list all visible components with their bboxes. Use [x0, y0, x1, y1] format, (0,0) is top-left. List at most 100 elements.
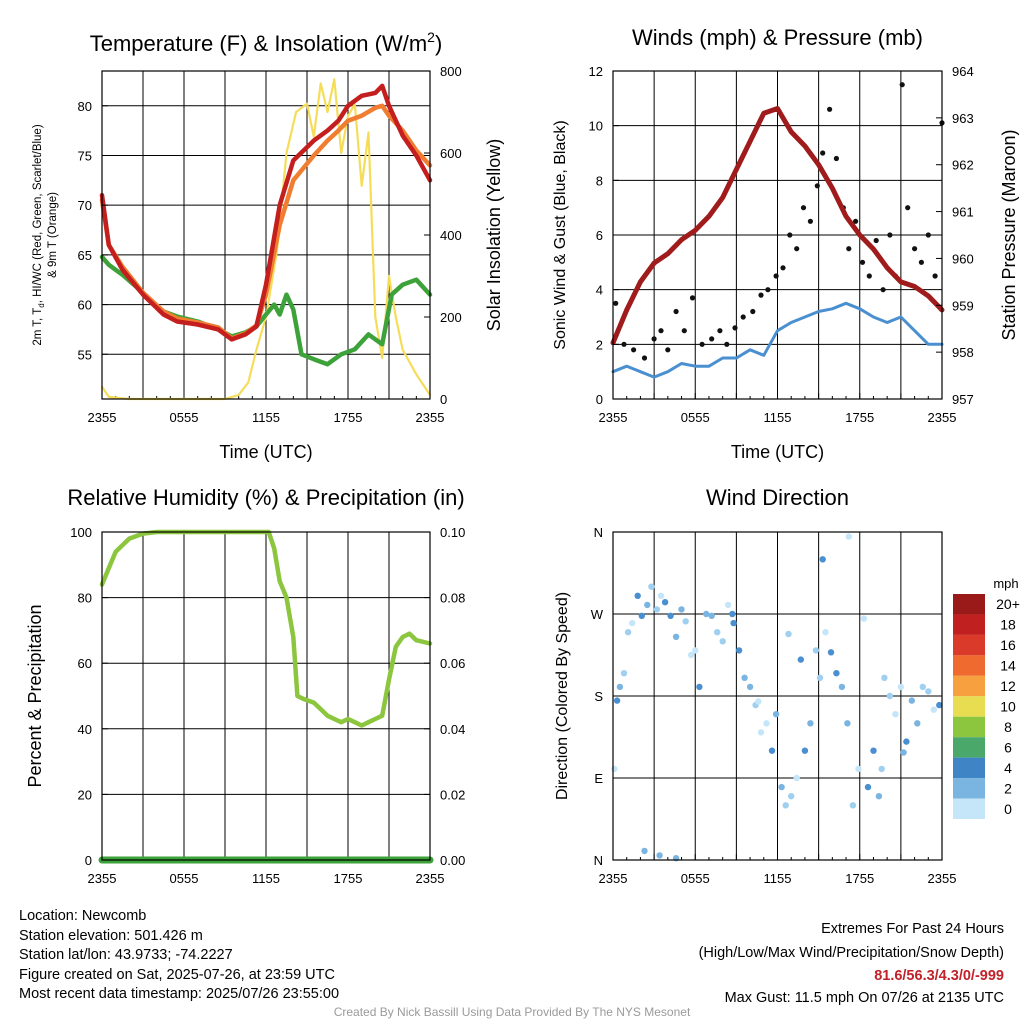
gust-dot — [740, 314, 746, 320]
y-tick-label: 6 — [596, 228, 603, 243]
y-tick-label: 4 — [596, 283, 603, 298]
sonic-wind-line — [611, 301, 944, 379]
direction-dot — [864, 783, 872, 791]
gust-dot — [681, 328, 687, 334]
direction-dot — [782, 802, 789, 809]
x-tick-label: 2355 — [88, 410, 117, 425]
y2-tick-label: 0.00 — [440, 853, 465, 868]
credit-footer: Created By Nick Bassill Using Data Provi… — [333, 1005, 691, 1019]
y-tick-label: 80 — [78, 99, 92, 114]
direction-dot — [886, 692, 894, 700]
gust-dot — [800, 205, 807, 211]
direction-dot — [785, 630, 792, 638]
x-tick-label: 1755 — [845, 871, 874, 886]
gust-dot — [918, 259, 925, 265]
gust-dot — [750, 308, 756, 315]
y-tick-label: 8 — [596, 173, 603, 188]
y2-tick-label: 800 — [440, 64, 462, 79]
extremes-title: Extremes For Past 24 Hours — [821, 921, 1004, 937]
direction-dot — [822, 629, 829, 636]
location-text: Location: Newcomb — [19, 908, 147, 924]
panel-2: 2355 0555 1155 1755 2355 — [599, 71, 957, 425]
direction-dot — [638, 612, 645, 619]
direction-dot — [672, 633, 680, 640]
direction-dot — [772, 711, 780, 718]
y-axis-label: Percent & Precipitation — [25, 604, 45, 787]
pressure-line — [610, 106, 945, 346]
colorbar-swatch — [953, 634, 985, 656]
direction-dot — [714, 629, 721, 636]
colorbar-label: 0 — [1004, 801, 1012, 817]
extremes-values: 81.6/56.3/4.3/0/-999 — [874, 968, 1004, 984]
colorbar-label: 18 — [1000, 617, 1016, 633]
direction-dot — [903, 738, 910, 745]
direction-dot — [696, 683, 703, 691]
y-axis-label: 2m T, Td, HI/WC (Red, Green, Scarlet/Blu… — [32, 124, 46, 345]
y2-tick-label: 963 — [952, 111, 974, 126]
x-tick-label: 2355 — [416, 871, 445, 886]
colorbar-swatch — [953, 757, 985, 779]
gust-dot — [932, 273, 938, 279]
direction-dot — [656, 852, 663, 859]
y2-axis-label: Solar Insolation (Yellow) — [484, 139, 504, 331]
direction-dot — [730, 619, 737, 627]
direction-dot — [870, 747, 877, 754]
elevation-text: Station elevation: 501.426 m — [19, 927, 203, 944]
y2-tick-label: 0.10 — [440, 525, 465, 540]
direction-dot — [629, 619, 636, 627]
y-tick-label: 10 — [589, 119, 603, 134]
direction-dot — [703, 610, 710, 618]
direction-dot — [914, 720, 921, 727]
gust-dot — [820, 150, 826, 156]
colorbar-swatch — [953, 614, 985, 635]
gust-dot — [631, 347, 637, 353]
panel-title: Wind Direction — [706, 485, 849, 510]
y2-axis-label: Station Pressure (Maroon) — [999, 129, 1019, 340]
x-tick-label: 0555 — [681, 871, 710, 886]
colorbar-label: 12 — [1000, 678, 1016, 694]
direction-dot — [844, 720, 851, 727]
gust-dot — [814, 183, 820, 189]
colorbar-swatch — [953, 778, 985, 799]
gust-dot — [724, 341, 730, 347]
y-tick-label: W — [591, 607, 604, 622]
direction-dot — [653, 606, 661, 613]
y-tick-label: E — [594, 771, 603, 786]
created-text: Figure created on Sat, 2025-07-26, at 23… — [19, 966, 335, 983]
y-tick-label: N — [594, 525, 603, 540]
direction-dot — [919, 683, 926, 691]
colorbar-label: 16 — [1000, 637, 1016, 653]
direction-dot — [807, 720, 814, 727]
direction-dot — [682, 618, 689, 625]
x-tick-label: 2355 — [928, 410, 957, 425]
y2-tick-label: 0 — [440, 392, 447, 407]
direction-dot — [729, 610, 736, 618]
max-gust-text: Max Gust: 11.5 mph On 07/26 at 2135 UTC — [724, 989, 1004, 1006]
colorbar-label: 14 — [1000, 658, 1016, 674]
colorbar-label: 20+ — [996, 596, 1020, 612]
x-axis-label: Time (UTC) — [219, 442, 312, 462]
x-tick-label: 1155 — [764, 410, 792, 425]
direction-dot — [930, 706, 937, 713]
colorbar-swatch — [953, 798, 985, 819]
colorbar-label: 6 — [1004, 739, 1012, 755]
colorbar-label: 8 — [1004, 719, 1012, 735]
panel-title: Winds (mph) & Pressure (mb) — [632, 25, 923, 50]
gust-dot — [912, 246, 918, 252]
timestamp-text: Most recent data timestamp: 2025/07/26 2… — [19, 986, 340, 1003]
direction-dot — [735, 647, 743, 654]
panel-3: 2355 0555 1155 1755 2355 — [88, 532, 445, 886]
direction-dot — [827, 649, 835, 656]
gust-dot — [613, 300, 619, 306]
x-tick-label: 1755 — [334, 410, 363, 425]
gust-dot — [833, 155, 840, 162]
y-tick-label: 2 — [596, 337, 603, 352]
colorbar-title: mph — [993, 576, 1018, 591]
direction-dot — [801, 747, 809, 754]
direction-dot — [611, 765, 618, 773]
direction-dot — [620, 670, 628, 677]
gust-dot — [658, 328, 664, 334]
y-tick-label: 12 — [589, 64, 603, 79]
y2-tick-label: 960 — [952, 251, 974, 266]
y2-tick-label: 0.02 — [440, 787, 465, 802]
